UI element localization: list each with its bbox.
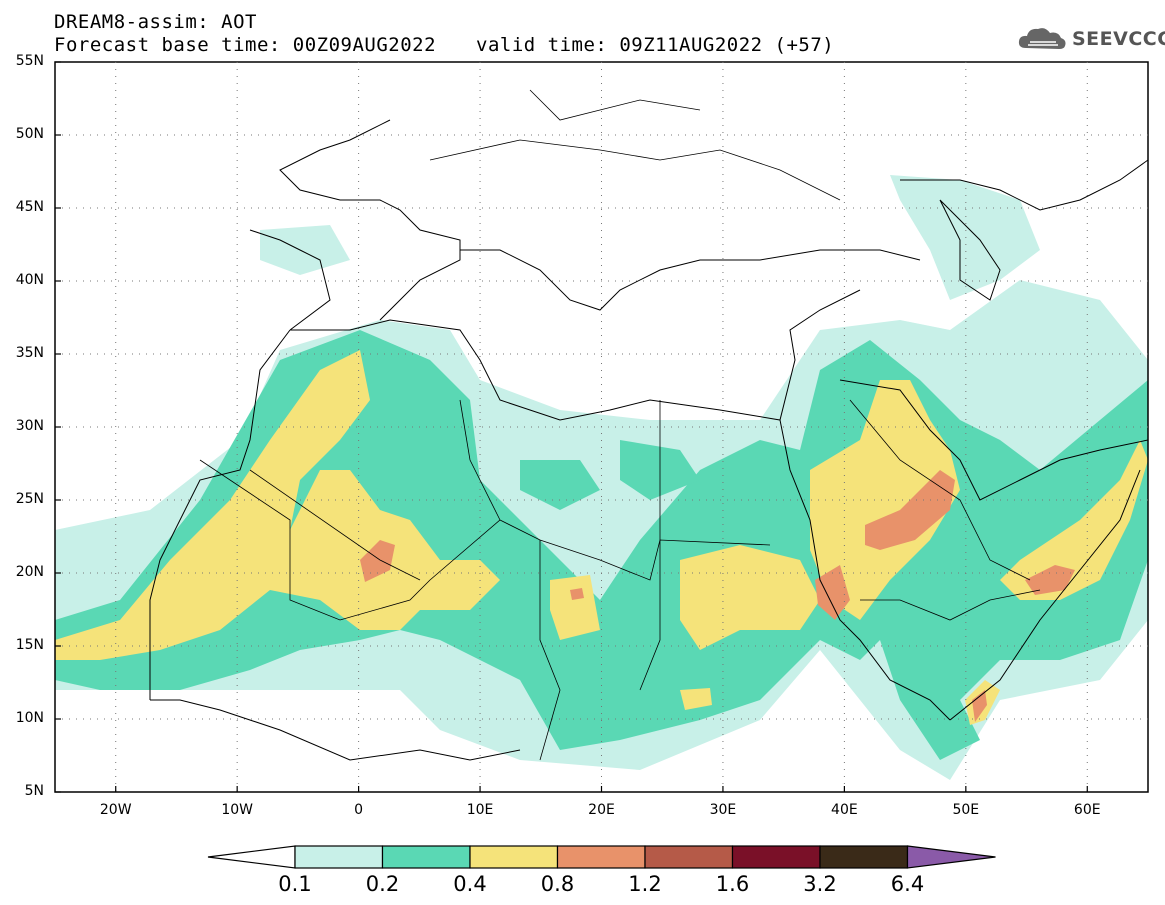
map-grid — [55, 62, 1148, 792]
colorbar-high-arrow — [906, 845, 996, 869]
lat-label: 55N — [15, 53, 44, 69]
colorbar-label: 0.8 — [540, 872, 575, 896]
colorbar-label: 0.2 — [365, 872, 400, 896]
lat-label: 10N — [15, 710, 44, 726]
colorbar-label: 1.2 — [628, 872, 662, 896]
aot-fields — [55, 175, 1148, 780]
map-title: DREAM8-assim: AOT — [54, 12, 257, 32]
colorbar-segment — [819, 845, 909, 869]
logo-text: SEEVCCC — [1072, 28, 1165, 50]
lon-label: 20E — [588, 802, 615, 818]
lon-label: 30E — [709, 802, 737, 818]
lat-label: 45N — [15, 199, 44, 215]
lon-label: 60E — [1073, 802, 1101, 818]
colorbar-segment — [469, 845, 559, 869]
seevccc-logo: SEEVCCC — [1016, 24, 1165, 54]
colorbar-label: 6.4 — [890, 872, 925, 896]
lat-label: 35N — [15, 345, 44, 361]
colorbar-label: 3.2 — [803, 872, 837, 896]
colorbar — [207, 845, 996, 869]
base-time: Forecast base time: 00Z09AUG2022 — [54, 34, 437, 56]
colorbar-label: 1.6 — [715, 872, 750, 896]
lon-label: 20W — [99, 802, 132, 818]
axis-ticks — [55, 61, 1088, 793]
lat-label: 50N — [15, 126, 44, 142]
country-borders — [199, 89, 1041, 761]
coastlines — [149, 119, 1149, 761]
colorbar-segment — [381, 845, 471, 869]
valid-time: valid time: 09Z11AUG2022 (+57) — [476, 34, 835, 56]
lon-label: 10W — [221, 802, 253, 818]
colorbar-low-arrow — [207, 845, 296, 869]
lat-label: 30N — [15, 418, 44, 434]
colorbar-segment — [644, 845, 734, 869]
lon-label: 0 — [354, 802, 364, 818]
colorbar-label: 0.1 — [278, 872, 312, 896]
title-line1: DREAM8-assim: AOT — [54, 11, 257, 33]
lat-label: 25N — [15, 491, 44, 507]
lon-label: 50E — [952, 802, 980, 818]
lat-label: 5N — [24, 783, 44, 799]
colorbar-segment — [556, 845, 646, 869]
lat-label: 15N — [15, 637, 44, 653]
lat-label: 40N — [15, 272, 44, 288]
lat-label: 20N — [15, 564, 44, 580]
lon-label: 40E — [831, 802, 858, 818]
map-subtitle: Forecast base time: 00Z09AUG2022 valid ti… — [54, 35, 834, 55]
lon-label: 10E — [466, 802, 494, 818]
colorbar-segment — [294, 845, 384, 869]
cloud-icon — [1018, 28, 1066, 49]
colorbar-segment — [731, 845, 821, 869]
colorbar-label: 0.4 — [453, 872, 487, 896]
